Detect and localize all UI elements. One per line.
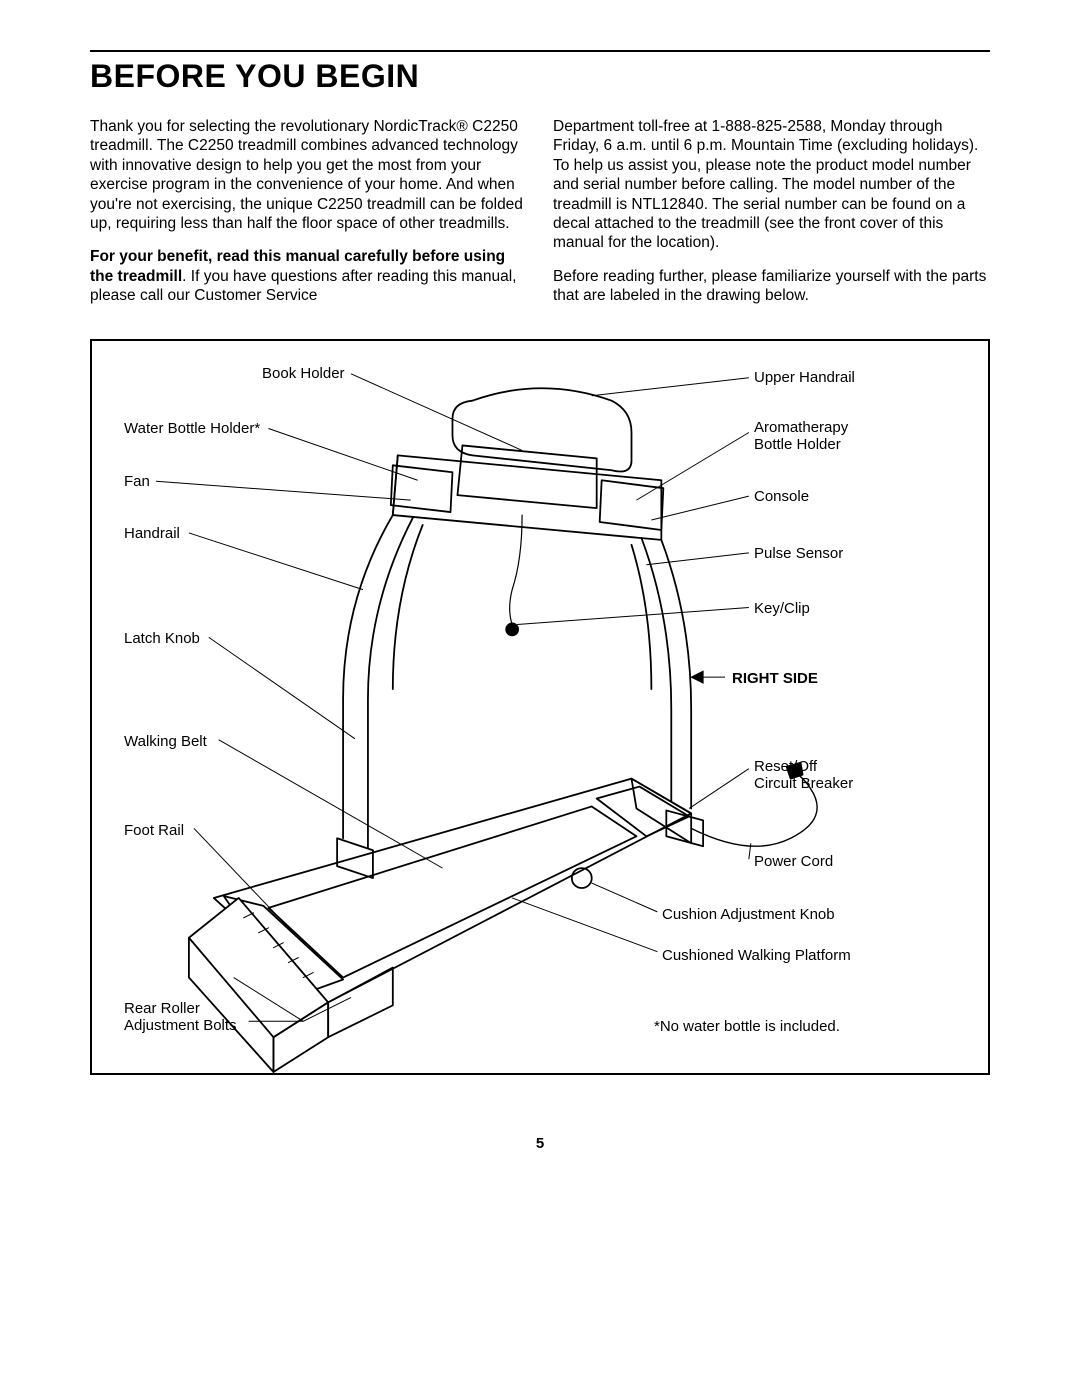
rule-top — [90, 50, 990, 52]
col2-para2: Before reading further, please familiari… — [553, 267, 990, 306]
col1-para2: For your benefit, read this manual caref… — [90, 247, 527, 305]
label-rear-roller: Rear Roller Adjustment Bolts — [124, 1001, 237, 1034]
page-number: 5 — [90, 1135, 990, 1152]
column-left: Thank you for selecting the revolutionar… — [90, 117, 527, 319]
label-fan: Fan — [124, 474, 150, 491]
label-latch-knob: Latch Knob — [124, 631, 200, 648]
page-heading: BEFORE YOU BEGIN — [90, 58, 990, 95]
label-aromatherapy: Aromatherapy Bottle Holder — [754, 420, 848, 453]
label-console: Console — [754, 489, 809, 506]
label-power-cord: Power Cord — [754, 854, 833, 871]
col2-para1: Department toll-free at 1-888-825-2588, … — [553, 117, 990, 253]
diagram-box: Book Holder Water Bottle Holder* Fan Han… — [90, 339, 990, 1075]
label-upper-handrail: Upper Handrail — [754, 370, 855, 387]
label-book-holder: Book Holder — [262, 366, 345, 383]
col1-para1: Thank you for selecting the revolutionar… — [90, 117, 527, 233]
label-foot-rail: Foot Rail — [124, 823, 184, 840]
label-footnote: *No water bottle is included. — [654, 1019, 840, 1036]
label-cushion-platform: Cushioned Walking Platform — [662, 948, 851, 965]
column-right: Department toll-free at 1-888-825-2588, … — [553, 117, 990, 319]
label-cushion-knob: Cushion Adjustment Knob — [662, 907, 835, 924]
body-columns: Thank you for selecting the revolutionar… — [90, 117, 990, 319]
label-right-side: RIGHT SIDE — [732, 671, 818, 688]
label-key-clip: Key/Clip — [754, 601, 810, 618]
label-walking-belt: Walking Belt — [124, 734, 207, 751]
label-water-bottle-holder: Water Bottle Holder* — [124, 421, 260, 438]
label-reset-off: Reset/Off Circuit Breaker — [754, 759, 853, 792]
label-handrail: Handrail — [124, 526, 180, 543]
label-pulse-sensor: Pulse Sensor — [754, 546, 843, 563]
treadmill-illustration — [92, 341, 988, 1073]
